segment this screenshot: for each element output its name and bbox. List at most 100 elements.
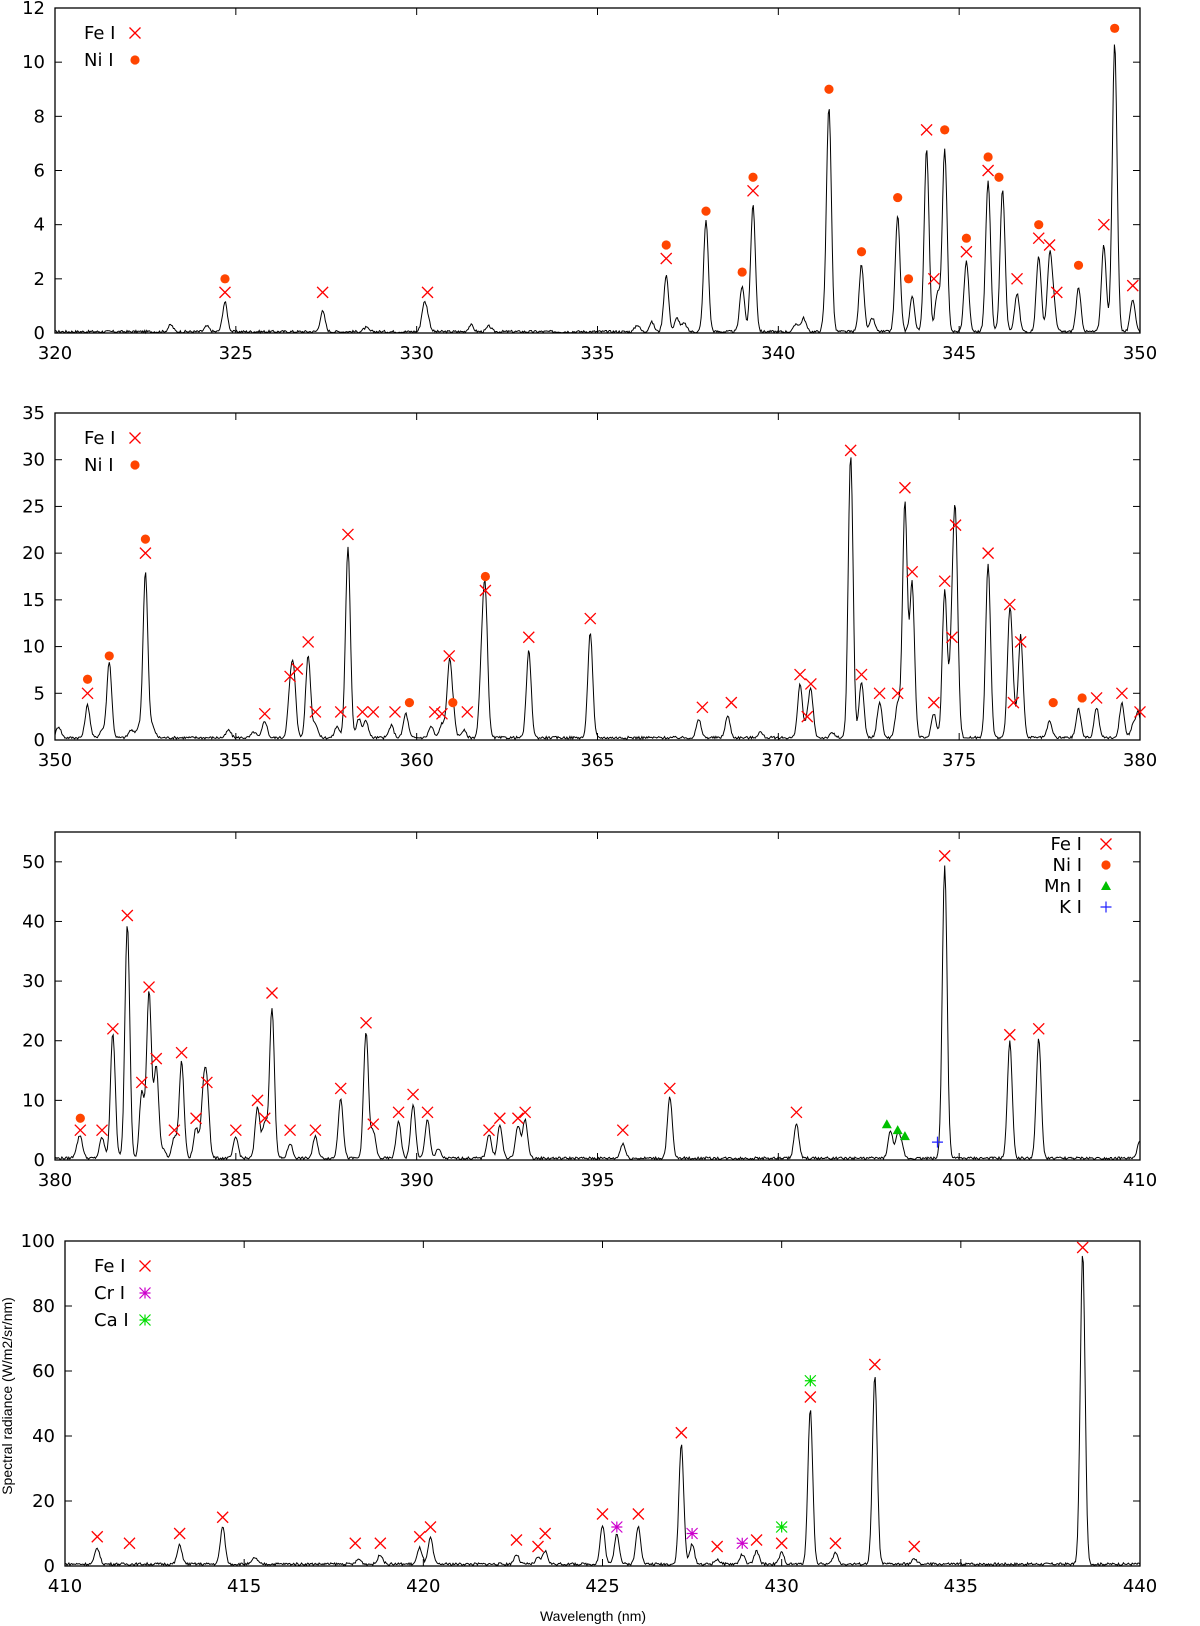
x-tick-label: 340 — [761, 343, 795, 364]
spectrum-line — [64, 1255, 1141, 1567]
marker-fe-i — [168, 1124, 181, 1137]
marker-ni-i — [1077, 693, 1087, 703]
marker-fe-i — [868, 1358, 881, 1371]
marker-mn-i — [881, 1119, 892, 1129]
marker-fe-i — [392, 1106, 405, 1119]
y-tick-label: 0 — [34, 730, 45, 751]
marker-ca-i — [804, 1374, 817, 1387]
y-tick-label: 35 — [22, 403, 45, 424]
marker-ni-i — [940, 125, 950, 135]
marker-fe-i — [356, 706, 369, 718]
legend-label-fe-i: Fe I — [84, 23, 115, 44]
marker-fe-i — [804, 677, 817, 690]
marker-fe-i — [302, 635, 315, 648]
x-tick-label: 375 — [942, 750, 976, 771]
y-tick-label: 10 — [22, 1090, 45, 1111]
marker-fe-i — [790, 1106, 803, 1119]
x-tick-label: 335 — [580, 343, 614, 364]
marker-fe-i — [349, 1537, 362, 1550]
marker-fe-i — [675, 1426, 688, 1439]
marker-fe-i — [367, 706, 380, 718]
marker-fe-i — [374, 1537, 387, 1550]
marker-cr-i — [686, 1527, 699, 1540]
marker-fe-i — [428, 706, 441, 718]
legend: Fe I Cr I Ca I — [94, 1256, 151, 1331]
marker-fe-i — [804, 1391, 817, 1403]
marker-fe-i — [106, 1022, 119, 1035]
marker-fe-i — [360, 1016, 372, 1029]
y-tick-label: 40 — [22, 911, 45, 932]
marker-fe-i — [1126, 279, 1139, 292]
marker-fe-i — [696, 701, 709, 714]
plot-frame — [64, 1240, 1141, 1567]
marker-fe-i — [266, 987, 278, 999]
legend-marker-fe-i — [1100, 838, 1112, 850]
marker-ni-i — [140, 534, 151, 544]
marker-fe-i — [200, 1076, 213, 1089]
x-tick-label: 390 — [399, 1170, 433, 1191]
y-tick-label: 80 — [32, 1296, 55, 1317]
marker-fe-i — [229, 1124, 242, 1137]
marker-fe-i — [493, 1112, 506, 1125]
marker-fe-i — [150, 1052, 163, 1065]
marker-ni-i — [994, 172, 1004, 182]
marker-ni-i — [404, 698, 415, 708]
marker-fe-i — [190, 1112, 203, 1125]
x-tick-label: 440 — [1123, 1576, 1157, 1597]
legend: Fe I Ni I — [84, 23, 141, 71]
marker-k-i — [931, 1136, 943, 1148]
marker-ni-i — [983, 152, 993, 162]
y-tick-label: 5 — [34, 683, 45, 704]
y-tick-label: 20 — [32, 1491, 55, 1512]
x-tick-label: 425 — [585, 1576, 619, 1597]
legend-marker-ni-i — [130, 460, 140, 470]
marker-fe-i — [1134, 706, 1146, 718]
legend-label-cr-i: Cr I — [94, 1283, 125, 1304]
legend-marker-fe-i — [129, 27, 141, 39]
marker-ni-i — [903, 274, 914, 284]
marker-mn-i — [899, 1131, 910, 1141]
legend-marker-ni-i — [130, 55, 140, 65]
y-tick-label: 0 — [44, 1556, 55, 1577]
marker-ni-i — [75, 1113, 85, 1123]
x-tick-label: 395 — [580, 1170, 614, 1191]
legend-label-ni-i: Ni I — [84, 50, 114, 71]
x-tick-label: 405 — [942, 1170, 976, 1191]
y-tick-label: 40 — [32, 1426, 55, 1447]
x-tick-label: 410 — [1123, 1170, 1157, 1191]
marker-fe-i — [908, 1540, 921, 1553]
legend-marker-k-i — [1100, 901, 1112, 913]
legend-label-fe-i: Fe I — [84, 428, 115, 449]
marker-ni-i — [893, 192, 903, 203]
spectrum-line — [54, 865, 1141, 1161]
x-tick-label: 355 — [219, 750, 253, 771]
x-tick-label: 380 — [1123, 750, 1157, 771]
marker-fe-i — [284, 1124, 297, 1137]
marker-fe-i — [143, 981, 155, 994]
marker-ni-i — [748, 172, 758, 182]
marker-fe-i — [479, 584, 492, 597]
marker-ca-i — [775, 1521, 788, 1533]
x-tick-label: 410 — [48, 1576, 82, 1597]
marker-fe-i — [891, 687, 904, 700]
y-tick-label: 0 — [34, 323, 45, 344]
marker-fe-i — [519, 1106, 532, 1119]
marker-fe-i — [173, 1527, 186, 1540]
marker-fe-i — [216, 1511, 229, 1524]
marker-fe-i — [443, 649, 456, 662]
marker-mn-i — [892, 1125, 903, 1135]
y-tick-label: 10 — [22, 637, 45, 658]
legend-marker-fe-i — [129, 432, 141, 444]
marker-fe-i — [334, 706, 347, 718]
marker-fe-i — [135, 1076, 148, 1089]
y-tick-label: 30 — [22, 450, 45, 471]
x-tick-label: 420 — [406, 1576, 440, 1597]
legend-label-ca-i: Ca I — [94, 1310, 129, 1331]
marker-fe-i — [511, 1112, 524, 1125]
y-tick-label: 12 — [22, 0, 45, 19]
marker-fe-i — [927, 696, 940, 709]
x-axis-label: Wavelength (nm) — [540, 1608, 646, 1624]
marker-fe-i — [632, 1508, 645, 1520]
y-tick-label: 25 — [22, 496, 45, 517]
y-tick-label: 100 — [21, 1231, 55, 1252]
